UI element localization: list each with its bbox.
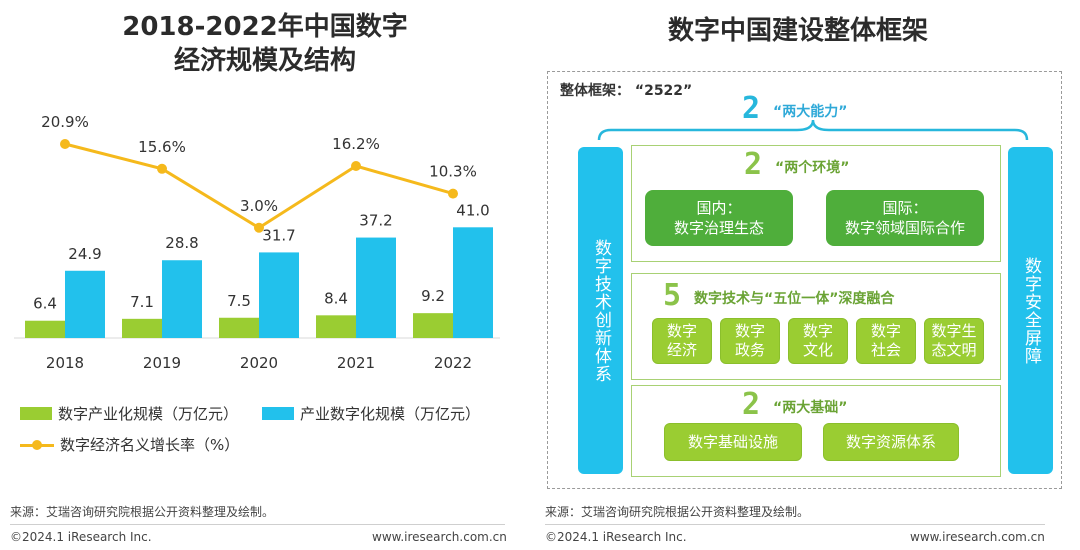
copyright-right: ©2024.1 iResearch Inc.	[545, 530, 687, 544]
label-digitalization-2020: 31.7	[262, 226, 295, 244]
framework-box	[547, 71, 1062, 489]
chart-title: 2018-2022年中国数字 经济规模及结构	[20, 10, 510, 78]
chart-title-line1: 2018-2022年中国数字	[122, 12, 408, 42]
x-tick-2019: 2019	[143, 354, 181, 372]
legend-item-digitalization: 产业数字化规模（万亿元）	[262, 403, 480, 424]
foundations-label: “两大基础”	[773, 400, 848, 416]
five-in-one-label: 数字技术与“五位一体”深度融合	[694, 291, 895, 307]
footer-divider-right	[545, 524, 1045, 525]
digital-society-line2: 社会	[870, 341, 901, 359]
website-right: www.iresearch.com.cn	[910, 530, 1045, 544]
bar-industrialization-2021	[316, 315, 356, 338]
legend-item-industrialization: 数字产业化规模（万亿元）	[20, 403, 238, 424]
digital-resources-box: 数字资源体系	[823, 423, 959, 461]
bar-industrialization-2020	[219, 317, 259, 338]
digital-ecology-line1: 数字生	[931, 322, 977, 340]
x-tick-2021: 2021	[337, 354, 375, 372]
framework-title: 数字中国建设整体框架	[667, 16, 928, 46]
label-digitalization-2021: 37.2	[359, 212, 392, 230]
digital-society-box: 数字 社会	[856, 318, 916, 364]
label-industrialization-2018: 6.4	[33, 295, 57, 313]
copyright-left: ©2024.1 iResearch Inc.	[10, 530, 152, 544]
foundations-panel	[631, 385, 1001, 477]
digital-society-line1: 数字	[870, 322, 901, 340]
bar-digitalization-2021	[356, 237, 396, 338]
legend-swatch-green	[20, 407, 52, 420]
label-digitalization-2022: 41.0	[456, 201, 489, 219]
website-left: www.iresearch.com.cn	[372, 530, 507, 544]
bar-industrialization-2019	[122, 318, 162, 338]
environments-panel	[631, 145, 1001, 262]
source-note-right: 来源：艾瑞咨询研究院根据公开资料整理及绘制。	[545, 505, 810, 519]
domestic-line1: 国内：	[696, 199, 742, 217]
legend-item-growth-rate: 数字经济名义增长率（%）	[20, 434, 239, 455]
growth-label-2018: 20.9%	[41, 113, 89, 131]
source-note-left: 来源：艾瑞咨询研究院根据公开资料整理及绘制。	[10, 505, 275, 519]
bar-digitalization-2019	[162, 260, 202, 338]
growth-label-2022: 10.3%	[429, 163, 477, 181]
x-tick-2022: 2022	[434, 354, 472, 372]
growth-point-2019	[157, 163, 167, 174]
x-tick-2018: 2018	[46, 354, 84, 372]
capabilities-brace	[597, 119, 1029, 141]
digital-economy-box: 数字 经济	[652, 318, 712, 364]
bar-industrialization-2022	[413, 313, 453, 338]
legend-swatch-blue	[262, 407, 294, 420]
domestic-governance-box: 国内： 数字治理生态	[645, 190, 793, 246]
legend-label-growth-rate: 数字经济名义增长率（%）	[60, 436, 240, 454]
legend-label-digitalization: 产业数字化规模（万亿元）	[300, 405, 481, 423]
growth-point-2018	[60, 139, 70, 149]
digital-government-line2: 政务	[734, 341, 765, 359]
five-in-one-panel	[631, 273, 1001, 380]
growth-label-2019: 15.6%	[138, 138, 186, 156]
label-industrialization-2019: 7.1	[130, 293, 154, 311]
digital-culture-line2: 文化	[802, 341, 833, 359]
growth-label-2020: 3.0%	[240, 197, 278, 215]
digital-ecology-line2: 态文明	[931, 341, 977, 359]
growth-rate-line	[64, 142, 454, 230]
international-line1: 国际：	[882, 199, 928, 217]
bar-digitalization-2020	[259, 252, 299, 338]
digital-government-box: 数字 政务	[720, 318, 780, 364]
tech-innovation-bar: 数字技术创新体系	[578, 147, 623, 474]
growth-point-2021	[351, 160, 361, 171]
domestic-line2: 数字治理生态	[673, 219, 764, 237]
digital-government-line1: 数字	[734, 322, 765, 340]
digital-infrastructure-box: 数字基础设施	[664, 423, 802, 461]
bar-industrialization-2018	[25, 320, 65, 338]
digital-ecology-box: 数字生 态文明	[924, 318, 984, 364]
chart: 6.4 24.9 2018 7.1 28.8 2019 7.5 31.7 2020 8.4 37.2…	[14, 113, 500, 372]
digital-economy-line2: 经济	[666, 341, 697, 359]
security-barrier-bar: 数字安全屏障	[1008, 147, 1053, 474]
foundations-number: 2	[742, 387, 761, 422]
growth-label-2021: 16.2%	[332, 135, 380, 153]
environments-number: 2	[744, 147, 763, 182]
five-in-one-number: 5	[663, 278, 682, 313]
bar-digitalization-2022	[453, 227, 493, 338]
label-digitalization-2018: 24.9	[68, 245, 101, 263]
label-digitalization-2019: 28.8	[165, 234, 198, 252]
growth-point-2020	[254, 222, 264, 233]
legend-label-industrialization: 数字产业化规模（万亿元）	[58, 405, 239, 423]
chart-title-line2: 经济规模及结构	[173, 46, 356, 76]
growth-point-2022	[448, 188, 458, 199]
international-cooperation-box: 国际： 数字领域国际合作	[826, 190, 984, 246]
legend-line-marker	[20, 438, 54, 452]
framework-label: 整体框架： “2522”	[560, 83, 693, 99]
digital-culture-box: 数字 文化	[788, 318, 848, 364]
label-industrialization-2020: 7.5	[227, 292, 251, 310]
capabilities-number: 2	[742, 91, 761, 126]
digital-economy-line1: 数字	[666, 322, 697, 340]
footer-divider-left	[10, 524, 505, 525]
label-industrialization-2022: 9.2	[421, 287, 445, 305]
international-line2: 数字领域国际合作	[844, 219, 965, 237]
x-tick-2020: 2020	[240, 354, 278, 372]
bar-digitalization-2018	[65, 270, 105, 338]
label-industrialization-2021: 8.4	[324, 289, 348, 307]
digital-culture-line1: 数字	[802, 322, 833, 340]
capabilities-label: “两大能力”	[773, 104, 848, 120]
environments-label: “两个环境”	[775, 160, 850, 176]
